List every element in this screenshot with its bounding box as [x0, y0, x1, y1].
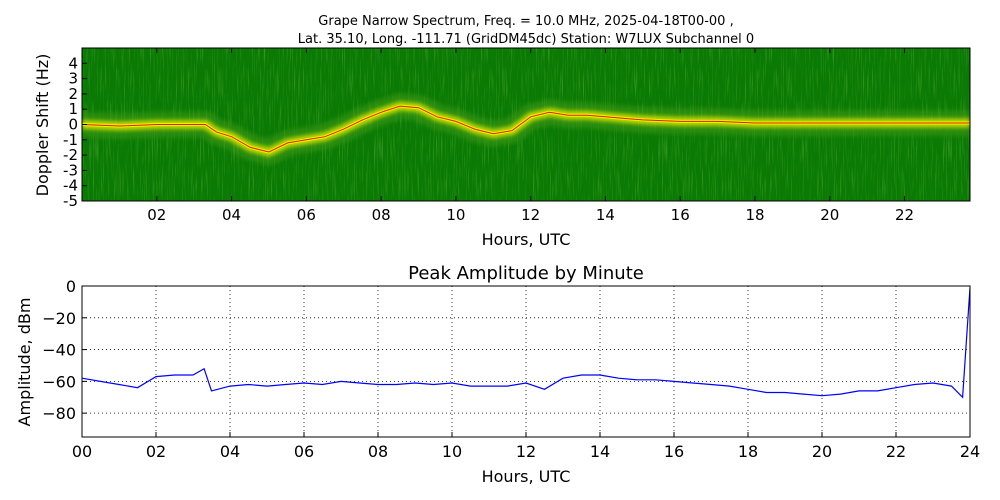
spectrogram-x-tick-label: 18: [745, 206, 764, 224]
amplitude-x-ticks: 00 02 04 06 08 10 12 14 16 18 20 22 24: [72, 432, 980, 461]
spectrogram-signal: [82, 92, 970, 166]
amplitude-x-tick-label: 24: [960, 442, 980, 461]
amplitude-x-tick-label: 04: [220, 442, 240, 461]
amplitude-x-tick-label: 02: [146, 442, 166, 461]
amplitude-y-tick-label: −60: [42, 372, 76, 391]
spectrogram-x-tick-label: 12: [521, 206, 540, 224]
amplitude-grid: [81, 285, 971, 437]
spectrogram-y-tick-label: 3: [68, 70, 78, 88]
amplitude-y-ticks: 0 −20 −40 −60 −80: [42, 277, 87, 423]
amplitude-panel: Peak Amplitude by Minute 00 02 04 06 08 10 12 1…: [15, 263, 980, 486]
spectrogram-y-tick-label: -4: [63, 177, 78, 195]
amplitude-x-tick-label: 20: [812, 442, 832, 461]
spectrogram-x-tick-label: 06: [297, 206, 316, 224]
spectrogram-y-tick-label: -5: [63, 192, 78, 210]
amplitude-y-axis-label: Amplitude, dBm: [15, 298, 34, 427]
amplitude-y-tick-label: −40: [42, 341, 76, 360]
doppler-signal-core: [82, 105, 970, 153]
spectrogram-y-tick-label: 4: [68, 54, 78, 72]
spectrogram-x-ticks: 02 04 06 08 10 12 14 16 18 20 22: [147, 48, 914, 224]
spectrogram-y-tick-label: 2: [68, 85, 78, 103]
amplitude-x-tick-label: 08: [368, 442, 388, 461]
spectrogram-y-tick-label: -2: [63, 146, 78, 164]
spectrogram-x-tick-label: 22: [895, 206, 914, 224]
spectrogram-y-tick-label: -3: [63, 161, 78, 179]
amplitude-x-tick-label: 22: [886, 442, 906, 461]
spectrogram-x-axis-label: Hours, UTC: [482, 230, 571, 249]
amplitude-x-tick-label: 06: [294, 442, 314, 461]
amplitude-series-line: [82, 287, 970, 399]
spectrogram-y-tick-label: 0: [68, 116, 78, 134]
amplitude-y-tick-label: 0: [66, 277, 76, 296]
spectrogram-x-tick-label: 04: [222, 206, 241, 224]
spectrogram-x-tick-label: 20: [820, 206, 839, 224]
spectrogram-x-tick-label: 16: [671, 206, 690, 224]
spectrogram-y-tick-label: 1: [68, 100, 78, 118]
spectrogram-x-tick-label: 02: [147, 206, 166, 224]
spectrogram-x-tick-label: 08: [372, 206, 391, 224]
amplitude-x-tick-label: 14: [590, 442, 610, 461]
spectrogram-x-tick-label: 14: [596, 206, 615, 224]
figure-title-line-1: Grape Narrow Spectrum, Freq. = 10.0 MHz,…: [318, 14, 733, 29]
spectrogram-y-tick-label: -1: [63, 131, 78, 149]
amplitude-x-tick-label: 10: [442, 442, 462, 461]
amplitude-x-tick-label: 00: [72, 442, 92, 461]
amplitude-y-tick-label: −80: [42, 404, 76, 423]
amplitude-chart-title: Peak Amplitude by Minute: [408, 263, 644, 284]
amplitude-x-axis-label: Hours, UTC: [482, 467, 571, 486]
amplitude-x-tick-label: 12: [516, 442, 536, 461]
spectrogram-x-tick-label: 10: [446, 206, 465, 224]
spectrogram-y-axis-label: Doppler Shift (Hz): [33, 54, 52, 197]
amplitude-y-tick-label: −20: [42, 309, 76, 328]
amplitude-x-tick-label: 16: [664, 442, 684, 461]
figure-title-line-2: Lat. 35.10, Long. -111.71 (GridDM45dc) S…: [298, 32, 754, 47]
amplitude-x-tick-label: 18: [738, 442, 758, 461]
